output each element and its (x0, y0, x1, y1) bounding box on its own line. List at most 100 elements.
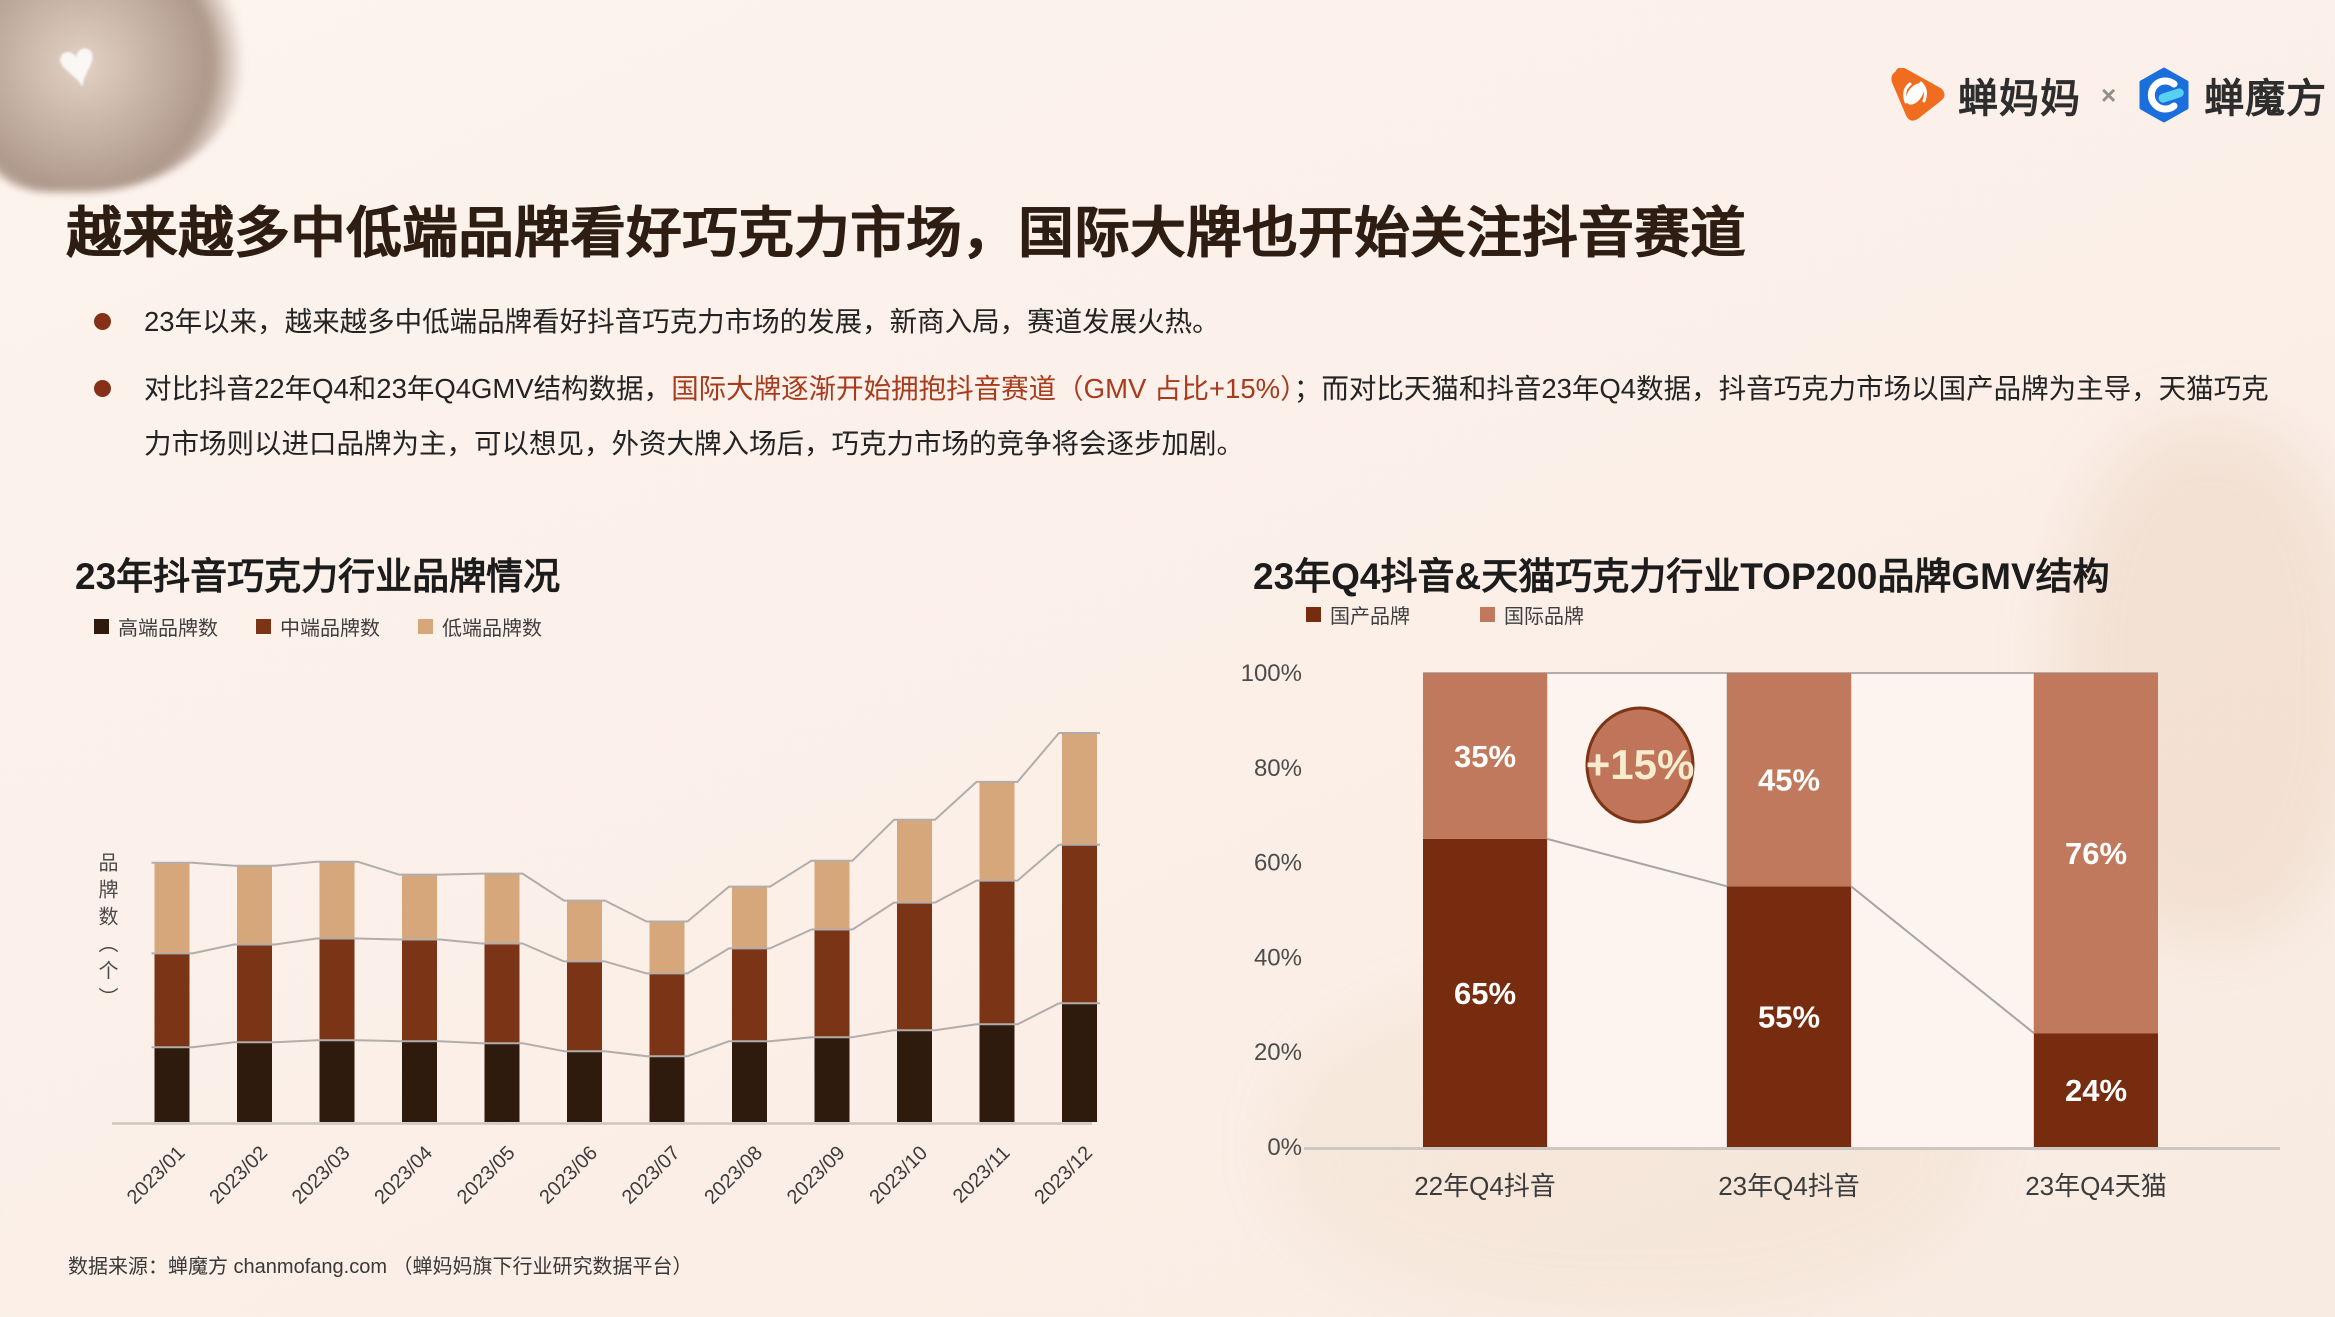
bar-segment (484, 943, 520, 1044)
legend-label: 中端品牌数 (280, 618, 380, 640)
bar-segment (154, 862, 190, 954)
chanmofang-logo-icon (2139, 67, 2189, 123)
connector-line (1546, 837, 1728, 888)
bar-segment (814, 929, 850, 1038)
bar-segment (484, 1043, 520, 1122)
bullet-1-text: 23年以来，越来越多中低端品牌看好抖音巧克力市场的发展，新商入局，赛道发展火热。 (144, 306, 1220, 337)
bar-segment (154, 1047, 190, 1122)
x-tick-label: 2023/10 (865, 1142, 932, 1209)
bar-segment (1727, 673, 1851, 887)
legend-label: 国际品牌 (1504, 606, 1584, 628)
data-source-note: 数据来源：蝉魔方 chanmofang.com （蝉妈妈旗下行业研究数据平台） (68, 1256, 693, 1278)
bar-segment (402, 939, 437, 1042)
bar-segment (319, 1040, 355, 1122)
bar-segment (402, 874, 437, 940)
summary-bullets: 23年以来，越来越多中低端品牌看好抖音巧克力市场的发展，新商入局，赛道发展火热。… (92, 294, 2280, 471)
legend-item: 高端品牌数 (94, 612, 218, 641)
bar-value-label: 35% (1454, 739, 1516, 774)
gmv-structure-chart: 65% 35% 55% 45% 24% 76% 0% 20% 40% 60% 80% 100% 22年Q… (1241, 660, 2280, 1201)
y-tick-label: 80% (1254, 755, 1302, 782)
legend-label: 高端品牌数 (118, 618, 218, 640)
category-label: 23年Q4抖音 (1718, 1171, 1860, 1201)
right-chart-title: 23年Q4抖音&天猫巧克力行业TOP200品牌GMV结构 (1253, 556, 2110, 597)
bar-segment (567, 900, 602, 962)
chocolate-photo-decoration (0, 0, 247, 192)
bar-segment (814, 1037, 850, 1122)
legend-label: 低端品牌数 (442, 618, 542, 640)
legend-item: 国产品牌 (1306, 600, 1410, 629)
bar-segment (154, 953, 190, 1048)
bar-segment (979, 781, 1015, 881)
bar-value-label: 24% (2065, 1073, 2127, 1108)
bar-segment (567, 961, 602, 1052)
bar-segment (1423, 673, 1547, 839)
bar-segment (649, 1056, 685, 1122)
bar-segment (897, 1030, 932, 1122)
x-tick-label: 2023/05 (453, 1142, 520, 1209)
bar-segment (1062, 844, 1097, 1004)
chanmama-logo-icon (1891, 68, 1945, 121)
left-chart-title: 23年抖音巧克力行业品牌情况 (75, 556, 561, 597)
gmv-change-badge (1585, 706, 1695, 824)
x-tick-label: 2023/03 (288, 1142, 355, 1209)
x-tick-label: 2023/02 (205, 1142, 272, 1209)
brand-name-chanmofang: 蝉魔方 (2204, 77, 2328, 121)
x-tick-label: 2023/07 (618, 1142, 685, 1209)
gap-band (1851, 673, 2034, 1147)
bar-segment (732, 886, 767, 949)
bar-segment (1062, 733, 1097, 845)
x-tick-label: 2023/06 (535, 1142, 602, 1209)
x-tick-label: 2023/11 (949, 1142, 1015, 1208)
bar-segment (1727, 886, 1851, 1147)
brand-logos: 蝉妈妈 × 蝉魔方 (1888, 66, 2327, 124)
x-tick-label: 2023/12 (1030, 1142, 1097, 1209)
legend-item: 低端品牌数 (418, 612, 542, 641)
bar-value-label: 55% (1758, 1000, 1820, 1035)
bar-segment (319, 861, 355, 939)
series-line (151, 843, 1100, 975)
bullet-dot (94, 313, 111, 330)
bar-segment (567, 1051, 602, 1122)
bar-segment (649, 973, 685, 1057)
bar-value-label: 45% (1758, 763, 1820, 798)
left-chart-legend: 高端品牌数 中端品牌数 低端品牌数 (94, 612, 542, 641)
bar-value-label: 76% (2065, 836, 2127, 871)
legend-swatch (418, 619, 433, 634)
y-tick-label: 20% (1254, 1039, 1302, 1066)
x-tick-label: 2023/01 (123, 1142, 190, 1209)
bar-segment (484, 873, 520, 944)
logo-separator: × (2101, 79, 2117, 110)
bar-segment (814, 860, 850, 930)
bullet-2: 对比抖音22年Q4和23年Q4GMV结构数据，国际大牌逐渐开始拥抱抖音赛道（GM… (92, 361, 2280, 471)
y-tick-label: 0% (1267, 1134, 1302, 1161)
bar-segment (319, 938, 355, 1041)
category-label: 22年Q4抖音 (1414, 1171, 1556, 1201)
bar-segment (2034, 673, 2158, 1034)
bar-segment (1423, 838, 1547, 1147)
bar-segment (2034, 1033, 2158, 1147)
y-tick-label: 100% (1241, 660, 1302, 687)
bullet-1: 23年以来，越来越多中低端品牌看好抖音巧克力市场的发展，新商入局，赛道发展火热。 (92, 294, 2280, 349)
page-title: 越来越多中低端品牌看好巧克力市场，国际大牌也开始关注抖音赛道 (66, 202, 1747, 264)
legend-label: 国产品牌 (1330, 606, 1410, 628)
gmv-change-badge-label: +15% (1586, 741, 1695, 788)
brand-name-chanmama: 蝉妈妈 (1958, 77, 2081, 121)
category-label: 23年Q4天猫 (2025, 1171, 2167, 1201)
brand-trend-chart: 2023/01 2023/02 2023/03 2023/04 2023/05 2023/… (112, 732, 1100, 1209)
legend-swatch (1306, 607, 1321, 622)
bar-segment (237, 865, 272, 945)
legend-swatch (94, 619, 109, 634)
bar-segment (897, 902, 932, 1031)
legend-item: 国际品牌 (1480, 600, 1584, 629)
connector-line (1850, 885, 2035, 1034)
bar-segment (732, 948, 767, 1042)
bullet-2-text-post: ；而对比天猫和抖音23年Q4数据，抖音巧克力市场以国产品牌为主导，天猫巧克力市场… (144, 373, 2269, 459)
bar-segment (1062, 1003, 1097, 1122)
series-line (151, 1002, 1100, 1058)
bar-value-label: 65% (1454, 976, 1516, 1011)
x-tick-label: 2023/09 (783, 1142, 850, 1209)
bar-segment (979, 880, 1015, 1025)
x-tick-label: 2023/04 (370, 1142, 437, 1209)
x-tick-label: 2023/08 (700, 1142, 767, 1209)
bar-segment (237, 1042, 272, 1122)
